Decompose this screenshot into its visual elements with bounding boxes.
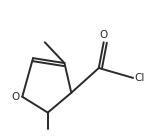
Text: O: O bbox=[11, 92, 19, 102]
Text: Cl: Cl bbox=[135, 73, 145, 83]
Text: O: O bbox=[100, 30, 108, 40]
